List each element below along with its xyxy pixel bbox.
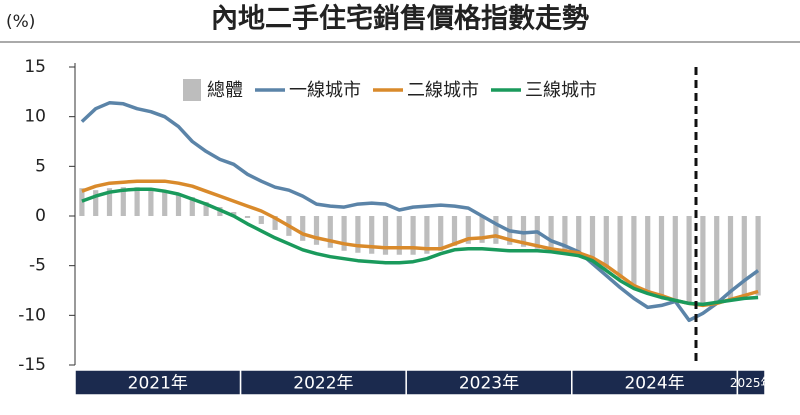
year-box [736, 369, 766, 396]
year-box [405, 369, 573, 396]
bar [79, 188, 85, 216]
year-label: 2024年 [624, 374, 684, 394]
bar [714, 216, 720, 304]
line [81, 179, 759, 308]
bar [231, 212, 237, 216]
bar [272, 216, 278, 230]
bar [148, 188, 154, 216]
bar [410, 216, 416, 255]
y-tick-label: -15 [18, 355, 46, 375]
legend-label: 總體 [207, 80, 243, 101]
bar [134, 187, 140, 216]
bar [424, 216, 430, 254]
year-box [239, 369, 407, 396]
year-label: 2021年 [128, 374, 188, 394]
bar [700, 216, 706, 306]
y-tick-label: -5 [29, 256, 46, 276]
bar [451, 216, 458, 246]
line [80, 101, 760, 323]
bar [465, 216, 471, 244]
bar [686, 216, 692, 305]
legend-label: 一線城市 [289, 80, 361, 101]
bar [327, 216, 333, 248]
bar [313, 216, 320, 245]
bar [341, 216, 347, 251]
year-label: 2023年 [459, 374, 519, 394]
bar [120, 187, 126, 216]
bar [576, 216, 582, 255]
bar [741, 216, 747, 298]
legend-label: 二線城市 [407, 80, 479, 101]
y-tick-label: 15 [24, 57, 46, 77]
bar [355, 216, 361, 253]
bar [658, 216, 665, 298]
bar [645, 216, 651, 294]
bar [396, 216, 402, 255]
chart-title: 內地二手住宅銷售價格指數走勢 [211, 3, 589, 35]
bar [203, 202, 209, 216]
bar [548, 216, 554, 251]
legend-swatch [183, 79, 201, 101]
y-tick-label: 0 [35, 206, 46, 226]
bar [189, 197, 195, 216]
bar [727, 216, 734, 301]
bar [672, 216, 678, 302]
bar [382, 216, 389, 255]
bar [755, 216, 761, 296]
y-tick-label: 10 [24, 107, 46, 127]
bar [562, 216, 568, 253]
bar [589, 216, 596, 260]
bar [162, 190, 168, 216]
bar [493, 216, 499, 244]
year-box [571, 369, 739, 396]
bar [369, 216, 375, 254]
bar [300, 216, 306, 241]
bar [438, 216, 444, 251]
bar [175, 193, 182, 216]
line [81, 187, 759, 307]
year-box [74, 369, 242, 396]
legend-label: 三線城市 [525, 80, 597, 101]
bar [479, 216, 485, 243]
bar [93, 190, 99, 216]
bar [244, 216, 251, 218]
y-unit: (%) [6, 12, 35, 32]
bar [603, 216, 609, 269]
y-tick-label: -10 [18, 305, 46, 325]
bar [106, 188, 113, 216]
bar [258, 216, 264, 224]
year-label: 2022年 [293, 374, 353, 394]
bar [617, 216, 623, 279]
year-label: 2025年 [730, 376, 773, 390]
bar [631, 216, 637, 288]
y-tick-label: 5 [35, 156, 46, 176]
